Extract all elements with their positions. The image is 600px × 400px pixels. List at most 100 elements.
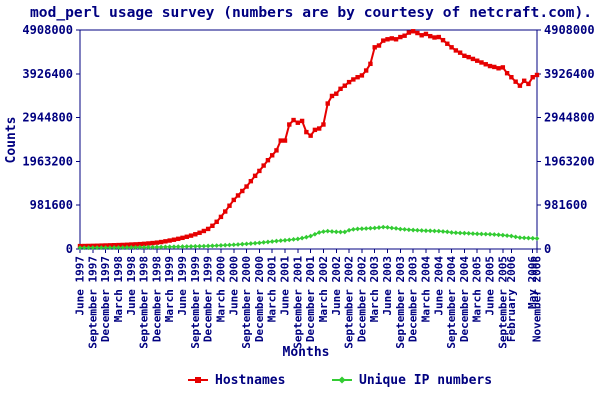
data-point-square bbox=[453, 48, 459, 53]
data-point-square bbox=[193, 232, 198, 237]
x-tick-label: December 2002 bbox=[355, 256, 368, 342]
data-point-diamond bbox=[321, 229, 326, 235]
data-point-square bbox=[223, 209, 228, 214]
data-point-diamond bbox=[333, 229, 339, 235]
data-point-diamond bbox=[81, 245, 87, 251]
y-tick-label-left: 981600 bbox=[30, 198, 73, 212]
x-tick-label: February 2006 bbox=[505, 256, 518, 342]
data-point-square bbox=[402, 33, 407, 38]
data-point-diamond bbox=[274, 238, 279, 244]
data-point-square bbox=[517, 83, 523, 88]
data-point-diamond bbox=[338, 229, 343, 235]
x-tick-label: June 2000 bbox=[227, 256, 240, 316]
data-point-square bbox=[116, 242, 121, 248]
y-tick-label-right: 0 bbox=[544, 242, 551, 256]
data-point-square bbox=[158, 239, 164, 245]
data-point-diamond bbox=[500, 232, 506, 238]
data-point-diamond bbox=[86, 245, 91, 251]
data-point-square bbox=[129, 242, 134, 247]
x-tick-label: September 2000 bbox=[240, 256, 253, 349]
data-point-diamond bbox=[479, 231, 484, 237]
data-point-diamond bbox=[192, 243, 198, 249]
x-tick-label: September 2005 bbox=[496, 256, 509, 349]
data-point-square bbox=[248, 178, 254, 184]
data-point-diamond bbox=[393, 225, 399, 231]
legend-label-hostnames: Hostnames bbox=[215, 373, 285, 388]
data-point-diamond bbox=[380, 224, 386, 230]
series-unique-ip-numbers bbox=[77, 224, 540, 251]
data-point-diamond bbox=[483, 231, 489, 237]
data-point-diamond bbox=[534, 236, 540, 241]
y-tick-label-left: 3926400 bbox=[22, 67, 73, 81]
data-point-diamond bbox=[350, 226, 356, 232]
data-point-diamond bbox=[133, 244, 138, 250]
data-point-diamond bbox=[188, 244, 194, 249]
data-point-square bbox=[346, 79, 352, 85]
data-point-square bbox=[188, 233, 194, 238]
data-point-diamond bbox=[363, 226, 369, 231]
data-point-square bbox=[176, 236, 181, 242]
data-point-square bbox=[265, 158, 271, 163]
data-point-square bbox=[218, 214, 224, 220]
y-axis-title: Counts bbox=[4, 117, 19, 164]
data-point-diamond bbox=[231, 242, 237, 248]
y-tick-label-right: 3926400 bbox=[544, 67, 595, 81]
data-point-diamond bbox=[265, 239, 271, 245]
data-point-square bbox=[282, 138, 288, 143]
data-point-square bbox=[214, 219, 219, 224]
data-point-diamond bbox=[107, 245, 113, 250]
data-point-square bbox=[146, 241, 151, 246]
data-point-diamond bbox=[449, 230, 454, 235]
x-tick-label: June 2003 bbox=[381, 256, 394, 316]
data-point-square bbox=[261, 163, 266, 168]
data-point-square bbox=[321, 122, 326, 127]
data-point-square bbox=[227, 203, 232, 208]
data-point-diamond bbox=[77, 245, 83, 251]
data-point-diamond bbox=[406, 227, 412, 233]
data-point-square bbox=[526, 81, 531, 87]
data-point-square bbox=[133, 242, 138, 247]
data-point-diamond bbox=[517, 235, 523, 241]
data-point-diamond bbox=[214, 243, 220, 249]
data-point-diamond bbox=[397, 226, 403, 232]
data-point-diamond bbox=[496, 232, 501, 238]
data-point-diamond bbox=[423, 228, 429, 234]
data-point-diamond bbox=[368, 225, 373, 231]
data-point-square bbox=[171, 237, 177, 242]
x-tick-label: November 2006 bbox=[531, 256, 544, 342]
data-point-diamond bbox=[389, 225, 395, 231]
data-point-diamond bbox=[402, 226, 408, 232]
data-point-square bbox=[124, 242, 130, 247]
data-point-diamond bbox=[316, 230, 322, 235]
data-point-square bbox=[316, 126, 322, 131]
data-point-diamond bbox=[184, 244, 190, 249]
data-point-diamond bbox=[286, 237, 292, 243]
x-tick-label: December 1999 bbox=[202, 256, 215, 342]
data-point-square bbox=[120, 242, 125, 248]
x-tick-label: June 1999 bbox=[176, 256, 189, 316]
data-point-diamond bbox=[154, 244, 160, 250]
y-tick-label-right: 2944800 bbox=[544, 111, 595, 125]
x-tick-label: September 2001 bbox=[291, 256, 304, 349]
data-point-diamond bbox=[508, 233, 514, 239]
data-point-square bbox=[423, 31, 429, 37]
data-point-square bbox=[257, 168, 262, 174]
data-point-diamond bbox=[457, 230, 463, 236]
data-point-diamond bbox=[487, 231, 493, 237]
x-tick-label: September 1998 bbox=[138, 256, 151, 349]
legend-marker-diamond bbox=[338, 376, 346, 384]
data-point-square bbox=[295, 120, 301, 125]
plot-frame bbox=[79, 29, 538, 250]
data-point-square bbox=[231, 197, 236, 203]
y-tick-label-left: 4908000 bbox=[22, 23, 73, 37]
x-axis-title: Months bbox=[283, 345, 330, 360]
data-point-square bbox=[244, 184, 249, 189]
data-point-square bbox=[334, 91, 339, 96]
x-tick-label: September 2004 bbox=[445, 256, 458, 349]
x-tick-label: June 1998 bbox=[125, 256, 138, 316]
legend-label-unique-ip-numbers: Unique IP numbers bbox=[359, 373, 492, 388]
data-point-square bbox=[167, 238, 172, 243]
y-tick-label-right: 1963200 bbox=[544, 154, 595, 168]
data-point-diamond bbox=[372, 225, 378, 231]
data-point-diamond bbox=[436, 228, 442, 234]
